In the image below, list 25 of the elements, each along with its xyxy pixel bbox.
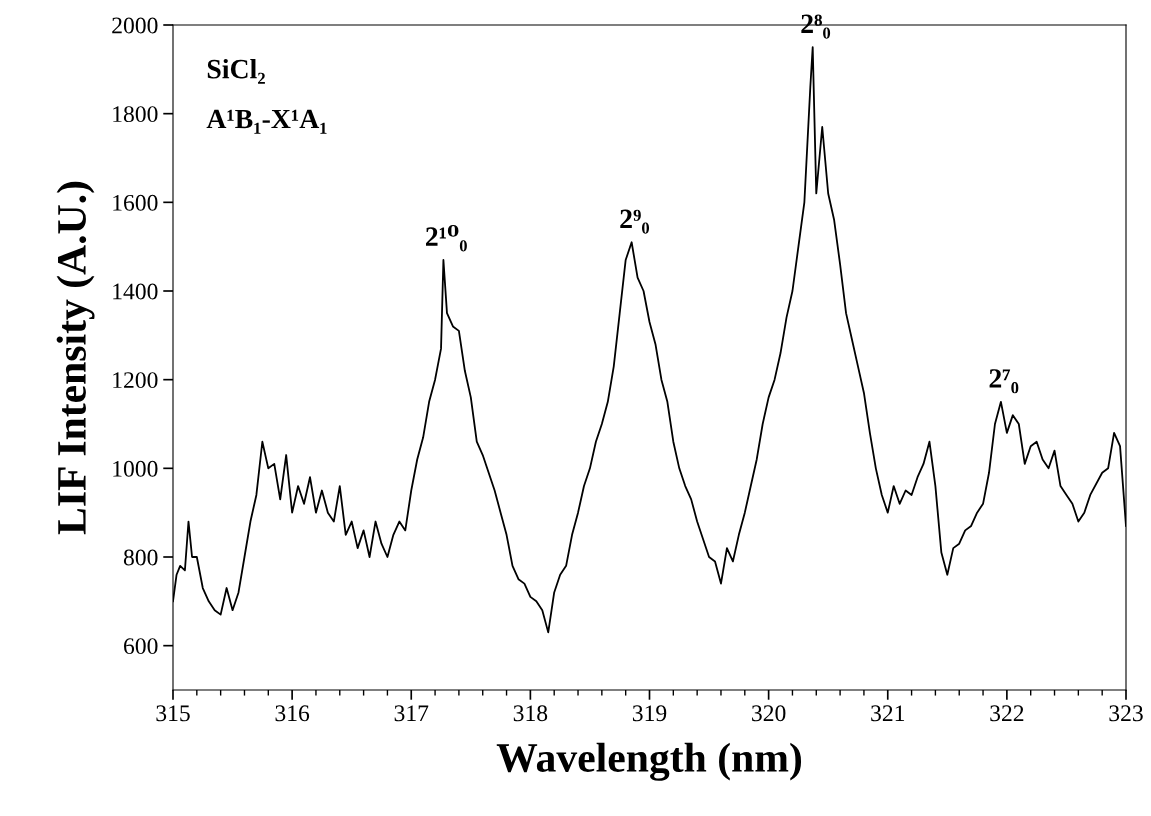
y-tick-label: 1400	[113, 283, 158, 300]
annotation: 2⁷₀	[989, 369, 1019, 394]
annotation: 2⁸₀	[801, 14, 831, 39]
y-tick-label: 1000	[113, 460, 158, 477]
x-tick-label: 315	[156, 705, 190, 722]
annotation: A¹B₁-X¹A₁	[206, 109, 327, 134]
annotation: SiCl₂	[207, 58, 265, 84]
y-tick-label: 800	[123, 549, 158, 566]
x-tick-label: 321	[871, 705, 905, 722]
y-tick-label: 1800	[113, 106, 158, 123]
y-tick-label: 600	[124, 638, 158, 655]
x-tick-label: 322	[990, 705, 1024, 722]
x-tick-label: 316	[275, 705, 310, 722]
y-tick-label: 1600	[113, 194, 158, 211]
x-tick-label: 323	[1109, 705, 1143, 722]
x-tick-label: 319	[632, 705, 667, 722]
x-tick-label: 317	[394, 705, 429, 722]
y-tick-label: 2000	[112, 17, 158, 34]
annotation: 2¹⁰₀	[426, 225, 467, 252]
x-tick-label: 320	[752, 705, 786, 722]
annotation: 2⁹₀	[620, 209, 650, 234]
y-tick-label: 1200	[113, 372, 158, 389]
x-tick-label: 318	[513, 705, 548, 722]
y-axis-title: LIF Intensity (A.U.)	[56, 181, 95, 535]
x-axis-title: Wavelength (nm)	[496, 742, 802, 781]
